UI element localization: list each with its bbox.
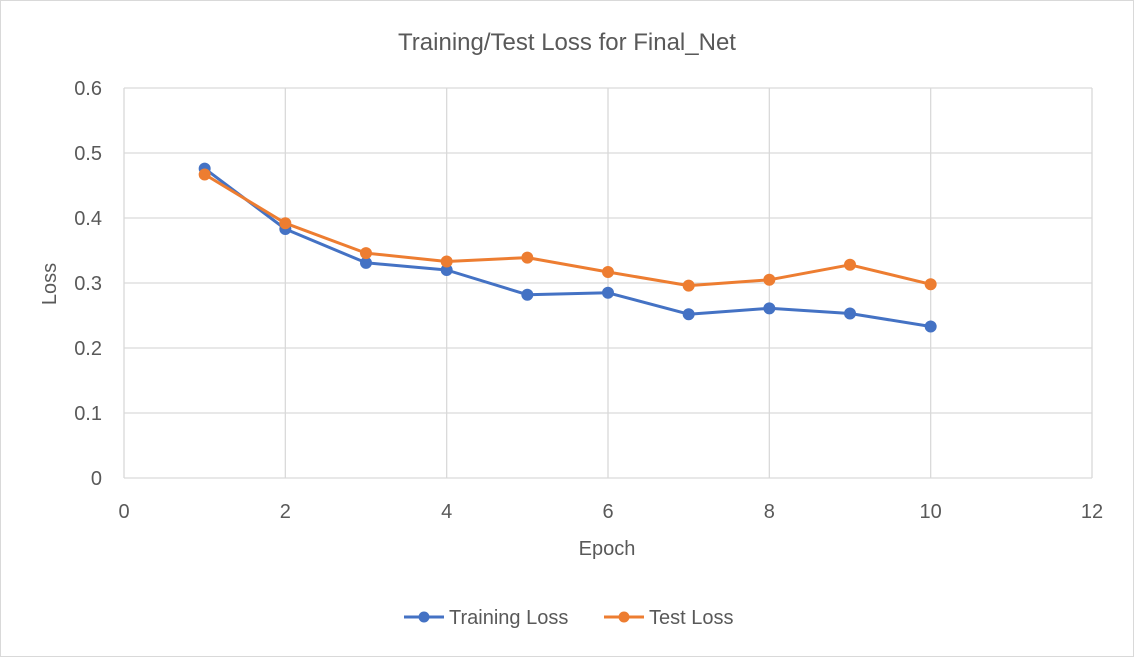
data-point [279,217,292,230]
x-tick-label: 4 [441,501,452,523]
legend: Training Loss Test Loss [404,607,733,629]
x-tick-label: 12 [1081,501,1103,523]
data-point [602,265,614,278]
data-point [360,247,372,260]
series-2 [198,168,937,292]
y-tick-label: 0.2 [74,338,102,360]
x-tick-label: 0 [118,501,129,523]
legend-label: Training Loss [449,607,568,629]
data-point [682,279,695,292]
data-point [844,258,856,271]
y-axis-title: Loss [39,263,61,305]
tick-labels: 0 2 4 6 8 10 12 0 0.1 0.2 0.3 0.4 0.5 0.6 [74,78,1103,523]
data-point [763,273,776,286]
x-tick-label: 8 [764,501,775,523]
data-point [602,286,614,299]
data-point [924,278,937,291]
data-point [521,251,534,264]
y-tick-label: 0.6 [74,78,102,100]
data-point [924,320,937,333]
legend-swatch-marker [418,611,430,623]
series-1 [198,162,937,333]
series-line [203,172,933,288]
legend-item: Training Loss [404,607,568,629]
data-point [198,168,211,181]
x-tick-label: 6 [602,501,613,523]
y-tick-label: 0.3 [74,273,102,295]
data-point [521,288,534,301]
legend-item: Test Loss [604,607,733,629]
y-tick-label: 0.5 [74,143,102,165]
data-point [763,302,776,315]
series-layer [198,162,937,333]
chart-title: Training/Test Loss for Final_Net [398,29,736,56]
series-line [203,167,933,328]
x-tick-label: 2 [280,501,291,523]
x-tick-label: 10 [920,501,942,523]
legend-swatch-marker [618,611,630,623]
y-tick-label: 0.4 [74,208,102,230]
legend-label: Test Loss [649,607,733,629]
gridlines [123,87,1093,479]
y-tick-label: 0.1 [74,403,102,425]
y-tick-label: 0 [91,468,102,490]
data-point [844,307,856,320]
data-point [440,255,453,268]
x-axis-title: Epoch [579,538,636,560]
data-point [682,308,695,321]
